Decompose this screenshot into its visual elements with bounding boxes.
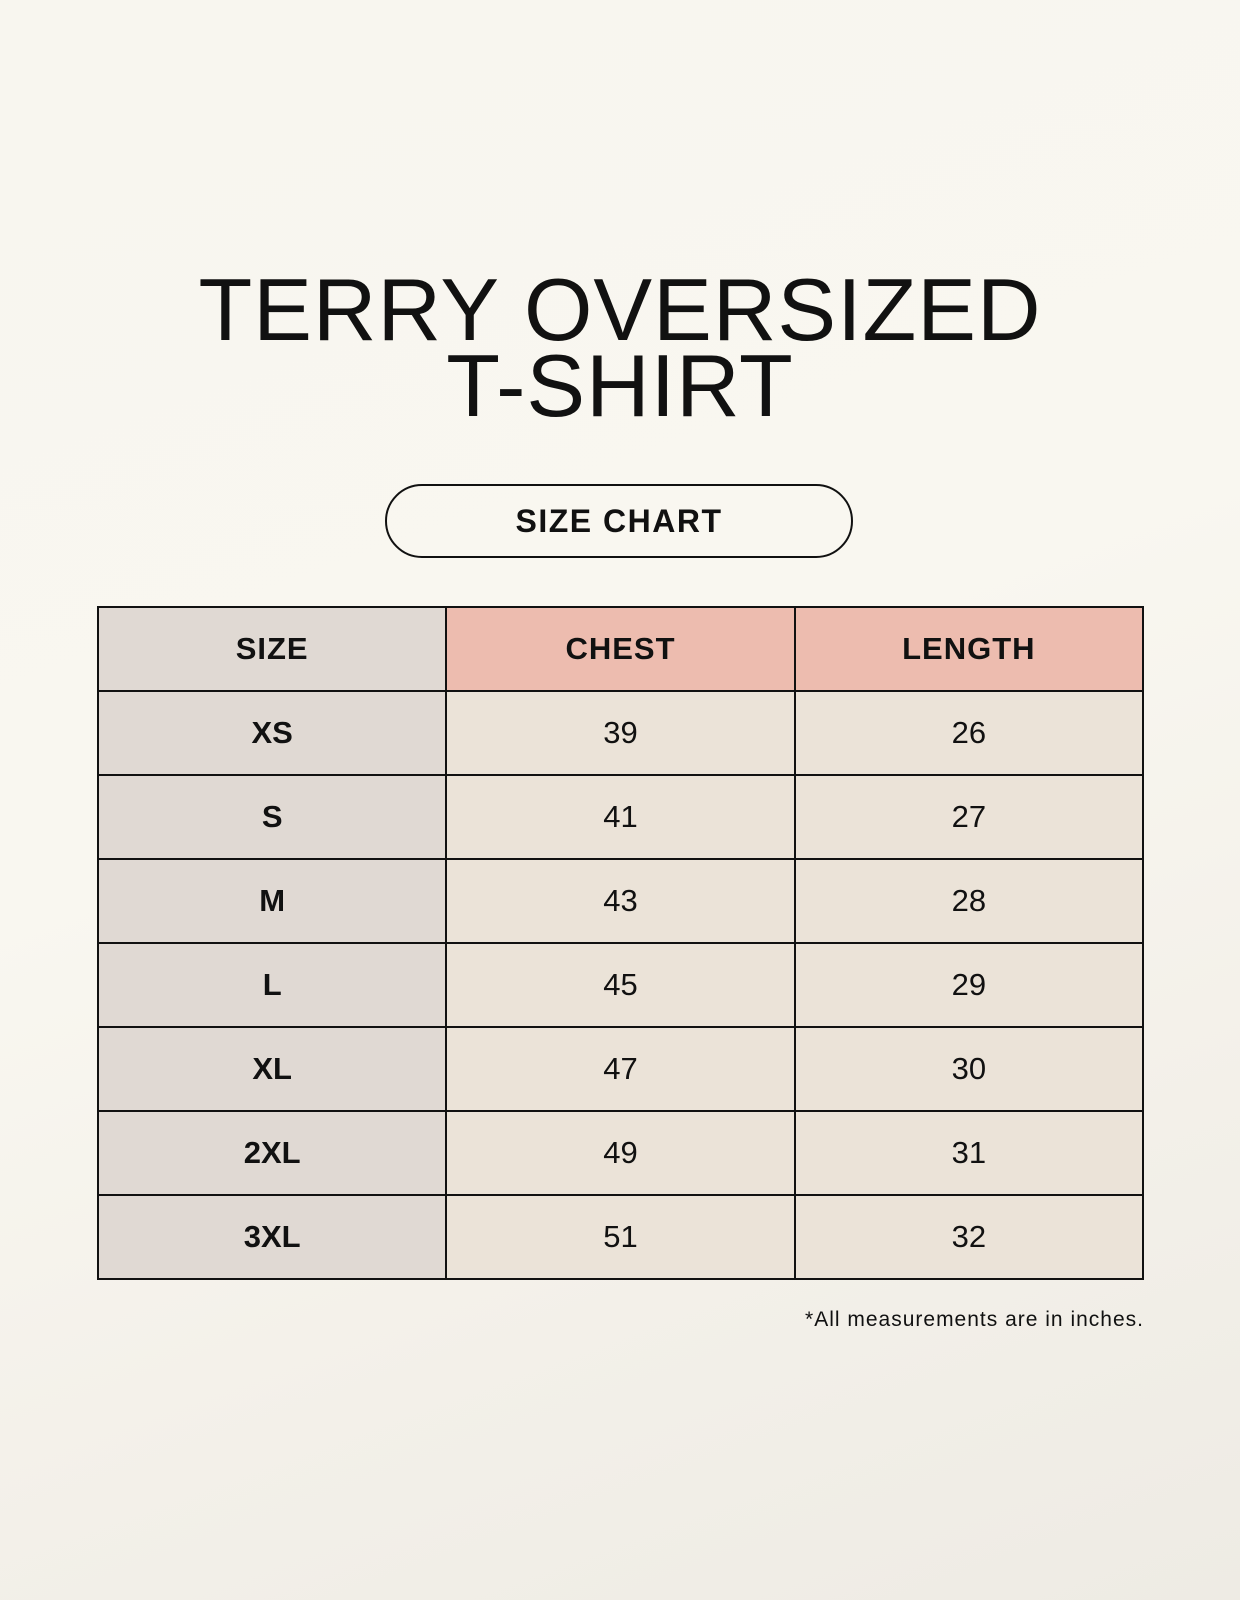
chest-cell: 43	[445, 858, 796, 944]
chest-cell: 47	[445, 1026, 796, 1112]
chest-cell: 41	[445, 774, 796, 860]
chest-cell: 39	[445, 690, 796, 776]
size-cell: M	[96, 858, 448, 944]
length-cell: 29	[793, 942, 1145, 1028]
chest-cell: 51	[445, 1194, 796, 1280]
length-cell: 30	[793, 1026, 1145, 1112]
table-row: M 43 28	[96, 858, 1145, 944]
title-line-2: T-SHIRT	[446, 336, 794, 435]
size-cell: 2XL	[96, 1110, 448, 1196]
size-cell: S	[96, 774, 448, 860]
table-row: 3XL 51 32	[96, 1194, 1145, 1280]
size-table: SIZE CHEST LENGTH XS 39 26 S 41 27 M 43 28 L 45 29 X…	[96, 606, 1145, 1280]
size-cell: XL	[96, 1026, 448, 1112]
table-row: L 45 29	[96, 942, 1145, 1028]
length-cell: 32	[793, 1194, 1145, 1280]
header-size: SIZE	[96, 606, 448, 692]
chest-cell: 45	[445, 942, 796, 1028]
table-row: XS 39 26	[96, 690, 1145, 776]
chest-cell: 49	[445, 1110, 796, 1196]
size-cell: L	[96, 942, 448, 1028]
length-cell: 27	[793, 774, 1145, 860]
header-length: LENGTH	[793, 606, 1145, 692]
header-chest: CHEST	[445, 606, 796, 692]
title-line-1: TERRY OVERSIZED	[198, 260, 1042, 359]
table-row: 2XL 49 31	[96, 1110, 1145, 1196]
length-cell: 28	[793, 858, 1145, 944]
size-cell: 3XL	[96, 1194, 448, 1280]
table-row: S 41 27	[96, 774, 1145, 860]
table-row: XL 47 30	[96, 1026, 1145, 1112]
size-chart-badge: SIZE CHART	[385, 484, 853, 558]
header-row: SIZE CHEST LENGTH	[96, 606, 1145, 692]
footnote: *All measurements are in inches.	[805, 1308, 1144, 1331]
length-cell: 26	[793, 690, 1145, 776]
length-cell: 31	[793, 1110, 1145, 1196]
page-title: TERRY OVERSIZED T-SHIRT	[0, 260, 1240, 435]
size-cell: XS	[96, 690, 448, 776]
